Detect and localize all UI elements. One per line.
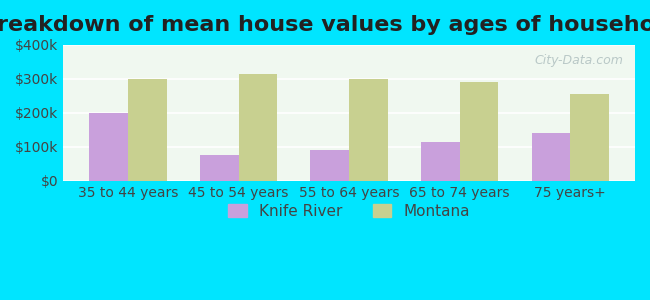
Title: Breakdown of mean house values by ages of householders: Breakdown of mean house values by ages o…	[0, 15, 650, 35]
Bar	[421, 142, 460, 181]
Bar	[128, 79, 166, 181]
Bar	[570, 94, 609, 181]
Bar	[200, 155, 239, 181]
Bar	[349, 79, 388, 181]
Bar	[239, 74, 278, 181]
Bar	[532, 133, 570, 181]
Bar	[460, 82, 499, 181]
Text: City-Data.com: City-Data.com	[535, 54, 623, 68]
Legend: Knife River, Montana: Knife River, Montana	[222, 198, 476, 225]
Bar	[311, 150, 349, 181]
Bar	[89, 113, 128, 181]
